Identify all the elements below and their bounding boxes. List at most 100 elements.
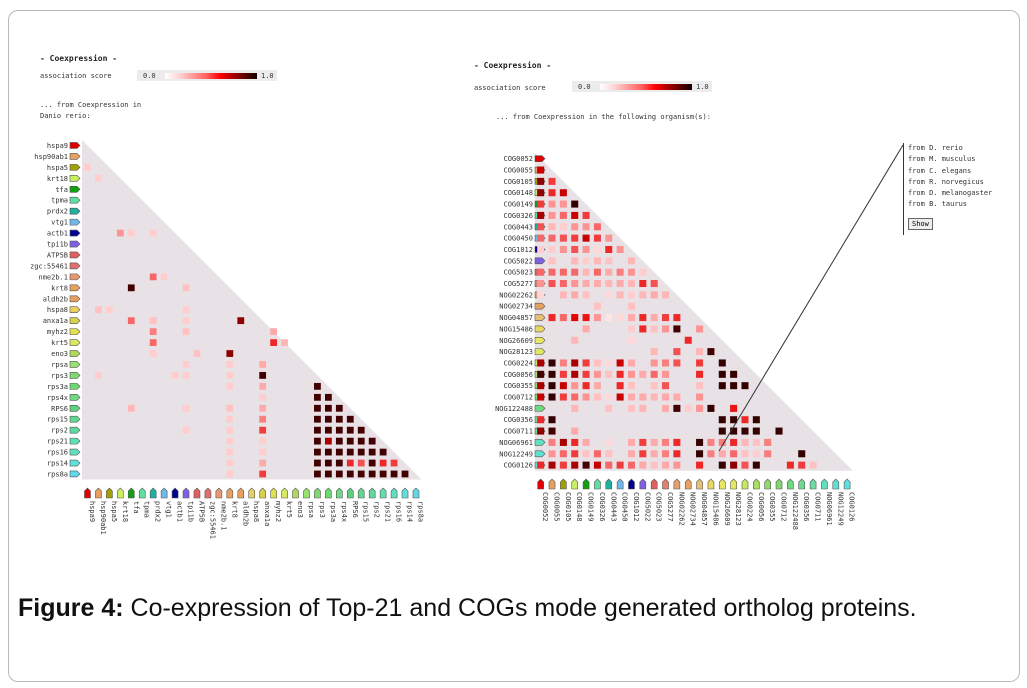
heatmap-1-cell — [559, 393, 567, 401]
left-legend-min: 0.0 — [143, 72, 156, 80]
heatmap-1-row-label: COG5022 — [503, 257, 533, 265]
heatmap-0-cell — [379, 448, 387, 456]
heatmap-0-col-label: tfa — [132, 501, 140, 514]
heatmap-1-row-node-icon — [534, 302, 546, 310]
heatmap-1-row-node-icon — [534, 336, 546, 344]
heatmap-1-cell — [673, 348, 681, 356]
heatmap-1-col-label: COG0450 — [621, 492, 629, 522]
heatmap-0-row-label: rps16 — [47, 449, 68, 457]
heatmap-1-cell — [616, 393, 624, 401]
heatmap-0-col-node-icon — [117, 487, 124, 499]
heatmap-1-cell — [696, 393, 704, 401]
heatmap-1-col-node-icon — [821, 478, 828, 490]
heatmap-1-cell — [662, 325, 670, 333]
heatmap-1-cell — [673, 359, 681, 367]
heatmap-0-row-label: hspa9 — [47, 142, 68, 150]
heatmap-1-cell — [559, 370, 567, 378]
heatmap-1-col-label: COG0149 — [587, 492, 595, 522]
heatmap-0-col-label: hspa8 — [252, 501, 260, 522]
heatmap-0-cell — [368, 459, 376, 467]
heatmap-0-cell — [84, 163, 91, 171]
heatmap-1-cell — [548, 382, 556, 390]
heatmap-1-cell — [605, 257, 613, 265]
heatmap-1-row-label: NOG02734 — [499, 303, 533, 311]
heatmap-0-col-label: krt18 — [121, 501, 129, 522]
heatmap-1-cell — [548, 393, 556, 401]
right-legend-label: association score — [474, 84, 546, 92]
heatmap-1-cell — [730, 461, 738, 469]
heatmap-1-col-label: COG0326 — [598, 492, 606, 522]
heatmap-1-cell — [627, 382, 635, 390]
heatmap-0-cell — [357, 470, 365, 478]
heatmap-0-row-node-icon — [69, 328, 81, 335]
heatmap-0-cell — [324, 448, 332, 456]
heatmap-1-col-node-icon — [594, 478, 601, 490]
show-button[interactable]: Show — [908, 217, 933, 230]
heatmap-1-cell — [537, 245, 545, 253]
heatmap-1-col-label: NOG15486 — [711, 492, 719, 526]
heatmap-0-row-node-icon — [69, 459, 81, 467]
heatmap-1-cell — [559, 234, 567, 242]
heatmap-1-col-node-icon — [696, 478, 703, 490]
heatmap-0-cell — [346, 448, 354, 456]
heatmap-1-cell — [571, 427, 579, 435]
heatmap-1-col-node-icon — [775, 478, 783, 490]
heatmap-1-cell — [616, 314, 624, 322]
heatmap-1-cell — [605, 404, 613, 412]
heatmap-0-col-node-icon — [237, 487, 245, 499]
organism-item: from B. taurus — [908, 200, 968, 209]
figure-caption: Figure 4: Co-expression of Top-21 and CO… — [18, 588, 1013, 628]
heatmap-0-col-label: zgc:55461 — [208, 501, 216, 539]
heatmap-1-cell — [571, 245, 579, 253]
heatmap-0-row-label: actb1 — [47, 230, 68, 238]
heatmap-1-col-node-icon — [809, 478, 817, 490]
heatmap-0-col-node-icon — [215, 487, 223, 499]
heatmap-1-col-label: COG0055 — [553, 492, 561, 522]
heatmap-1-cell — [616, 461, 624, 469]
heatmap-0-row-label: rps3 — [51, 372, 68, 380]
heatmap-1-cell — [662, 370, 670, 378]
heatmap-0-row-label: vtg1 — [51, 219, 68, 227]
heatmap-1-cell — [593, 382, 601, 390]
heatmap-1-cell — [662, 291, 670, 299]
heatmap-1-cell — [593, 223, 601, 231]
heatmap-1-cell — [627, 438, 635, 446]
heatmap-1-cell — [650, 325, 658, 333]
heatmap-1-row-node-icon — [534, 325, 546, 333]
heatmap-0-row-node-icon — [69, 372, 81, 379]
heatmap-0-row-node-icon — [69, 383, 81, 390]
heatmap-1-row-label: NOG122488 — [495, 405, 533, 413]
heatmap-1-cell — [673, 404, 681, 412]
heatmap-1-cell — [582, 393, 590, 401]
heatmap-1-cell — [559, 382, 567, 390]
heatmap-1-col-label: COG0224 — [745, 492, 753, 522]
heatmap-1-cell — [627, 314, 635, 322]
heatmap-1-cell — [593, 302, 601, 310]
heatmap-1-col-node-icon — [628, 478, 635, 490]
heatmap-0-cell — [226, 372, 234, 379]
heatmap-1-cell — [639, 404, 647, 412]
heatmap-0-cell — [105, 306, 113, 314]
heatmap-1-cell — [548, 245, 556, 253]
heatmap-1-cell — [662, 382, 670, 390]
heatmap-0-row-node-icon — [69, 185, 81, 193]
heatmap-1-cell — [571, 223, 579, 231]
heatmap-1-cell — [582, 450, 590, 458]
heatmap-0-col-node-icon — [193, 487, 201, 499]
heatmap-1-col-label: NOG02262 — [677, 492, 685, 526]
heatmap-1-cell — [548, 280, 556, 288]
heatmap-1-cell — [650, 314, 658, 322]
heatmap-0-cell — [379, 459, 387, 467]
heatmap-1-cell — [741, 382, 749, 390]
heatmap-0-row-node-icon — [69, 196, 81, 204]
heatmap-1-row-label: COG0326 — [503, 212, 533, 220]
heatmap-1-cell — [627, 280, 635, 288]
heatmap-0-row-label: hspa5 — [47, 164, 68, 172]
heatmap-0-col-node-icon — [281, 487, 288, 499]
heatmap-1-cell — [718, 382, 726, 390]
right-legend-min: 0.0 — [578, 83, 591, 91]
heatmap-0-col-label: hspa9 — [88, 501, 96, 522]
heatmap-1-cell — [582, 268, 590, 276]
heatmap-0-col-label: RPS6 — [351, 501, 359, 518]
heatmap-0-row-node-icon — [69, 404, 81, 412]
